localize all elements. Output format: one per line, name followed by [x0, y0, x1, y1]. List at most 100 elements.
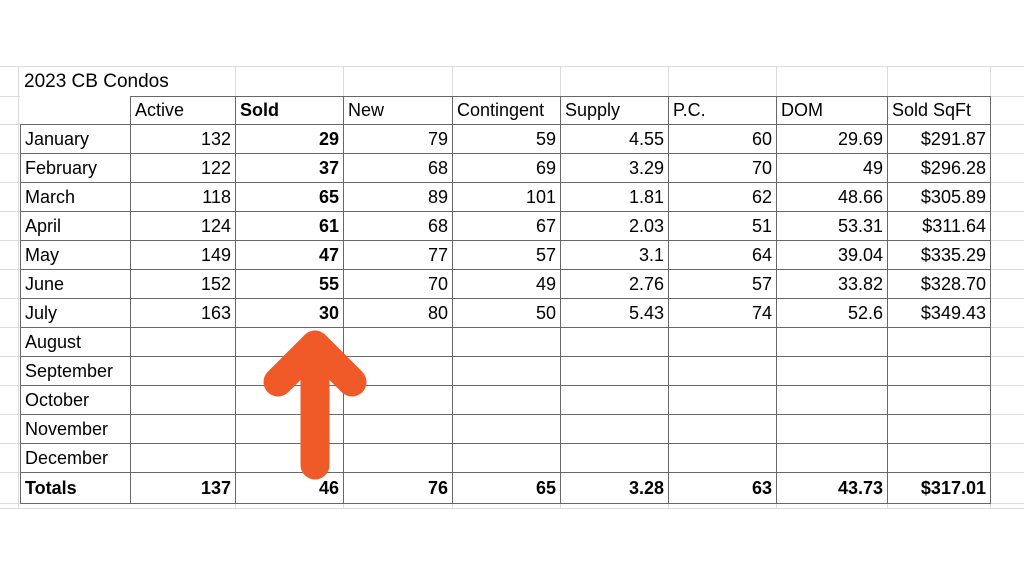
column-header-active[interactable]: Active — [130, 96, 236, 125]
cell-month[interactable]: April — [20, 211, 131, 241]
cell-value[interactable]: 43.73 — [776, 472, 888, 504]
cell-value[interactable]: 70 — [343, 269, 453, 299]
cell-value[interactable]: 69 — [452, 153, 561, 183]
cell-value[interactable] — [343, 327, 453, 357]
cell-value[interactable]: 61 — [235, 211, 344, 241]
cell-month[interactable]: May — [20, 240, 131, 270]
cell-value[interactable] — [776, 356, 888, 386]
cell-value[interactable] — [560, 385, 669, 415]
cell-month[interactable]: June — [20, 269, 131, 299]
cell-value[interactable]: $291.87 — [887, 124, 991, 154]
cell-value[interactable]: 77 — [343, 240, 453, 270]
cell-value[interactable] — [887, 443, 991, 473]
cell-month[interactable]: January — [20, 124, 131, 154]
cell-value[interactable] — [343, 414, 453, 444]
cell-month[interactable]: August — [20, 327, 131, 357]
cell-value[interactable]: 65 — [235, 182, 344, 212]
cell-value[interactable] — [235, 414, 344, 444]
cell-month[interactable]: July — [20, 298, 131, 328]
cell-value[interactable]: 53.31 — [776, 211, 888, 241]
cell-value[interactable] — [887, 356, 991, 386]
column-header-blank[interactable] — [20, 96, 131, 125]
cell-value[interactable]: 37 — [235, 153, 344, 183]
cell-value[interactable]: 76 — [343, 472, 453, 504]
cell-value[interactable]: 4.55 — [560, 124, 669, 154]
cell-value[interactable]: 124 — [130, 211, 236, 241]
cell-value[interactable] — [343, 356, 453, 386]
column-header-sold-sqft[interactable]: Sold SqFt — [887, 96, 991, 125]
cell-value[interactable] — [668, 385, 777, 415]
cell-value[interactable]: 68 — [343, 153, 453, 183]
cell-month[interactable]: February — [20, 153, 131, 183]
cell-value[interactable]: 47 — [235, 240, 344, 270]
cell-value[interactable] — [776, 414, 888, 444]
cell-value[interactable] — [235, 443, 344, 473]
cell-value[interactable] — [560, 443, 669, 473]
cell-value[interactable] — [452, 356, 561, 386]
cell-value[interactable]: 60 — [668, 124, 777, 154]
cell-value[interactable] — [130, 414, 236, 444]
cell-value[interactable] — [776, 385, 888, 415]
cell-value[interactable]: 101 — [452, 182, 561, 212]
cell-value[interactable]: 70 — [668, 153, 777, 183]
cell-value[interactable] — [452, 327, 561, 357]
cell-value[interactable] — [668, 356, 777, 386]
cell-value[interactable]: 39.04 — [776, 240, 888, 270]
cell-value[interactable] — [560, 414, 669, 444]
cell-value[interactable] — [452, 443, 561, 473]
cell-value[interactable]: 67 — [452, 211, 561, 241]
cell-month[interactable]: October — [20, 385, 131, 415]
cell-value[interactable]: 2.03 — [560, 211, 669, 241]
cell-month[interactable]: September — [20, 356, 131, 386]
cell-value[interactable]: 50 — [452, 298, 561, 328]
cell-value[interactable]: 1.81 — [560, 182, 669, 212]
cell-value[interactable]: $335.29 — [887, 240, 991, 270]
cell-value[interactable] — [235, 327, 344, 357]
cell-value[interactable] — [887, 414, 991, 444]
column-header-supply[interactable]: Supply — [560, 96, 669, 125]
cell-value[interactable]: $349.43 — [887, 298, 991, 328]
cell-value[interactable]: 3.29 — [560, 153, 669, 183]
cell-value[interactable]: 132 — [130, 124, 236, 154]
column-header-pc[interactable]: P.C. — [668, 96, 777, 125]
cell-value[interactable] — [668, 327, 777, 357]
cell-value[interactable] — [887, 385, 991, 415]
cell-value[interactable]: 30 — [235, 298, 344, 328]
cell-value[interactable]: 163 — [130, 298, 236, 328]
cell-value[interactable] — [776, 327, 888, 357]
sheet-title[interactable]: 2023 CB Condos — [24, 71, 169, 92]
cell-value[interactable]: 29 — [235, 124, 344, 154]
cell-value[interactable] — [668, 443, 777, 473]
cell-value[interactable] — [235, 385, 344, 415]
cell-month[interactable]: November — [20, 414, 131, 444]
cell-value[interactable]: 137 — [130, 472, 236, 504]
cell-value[interactable]: 55 — [235, 269, 344, 299]
cell-value[interactable]: 48.66 — [776, 182, 888, 212]
cell-value[interactable] — [343, 385, 453, 415]
cell-value[interactable]: 49 — [452, 269, 561, 299]
column-header-sold[interactable]: Sold — [235, 96, 344, 125]
cell-value[interactable] — [560, 356, 669, 386]
cell-value[interactable] — [130, 327, 236, 357]
cell-value[interactable]: $328.70 — [887, 269, 991, 299]
column-header-dom[interactable]: DOM — [776, 96, 888, 125]
cell-value[interactable]: 64 — [668, 240, 777, 270]
cell-value[interactable] — [235, 356, 344, 386]
cell-value[interactable]: 79 — [343, 124, 453, 154]
cell-value[interactable]: 29.69 — [776, 124, 888, 154]
cell-value[interactable]: 2.76 — [560, 269, 669, 299]
cell-value[interactable] — [130, 443, 236, 473]
cell-value[interactable]: 63 — [668, 472, 777, 504]
cell-value[interactable] — [887, 327, 991, 357]
cell-value[interactable] — [776, 443, 888, 473]
cell-value[interactable]: 33.82 — [776, 269, 888, 299]
cell-value[interactable]: 46 — [235, 472, 344, 504]
cell-value[interactable] — [452, 385, 561, 415]
cell-value[interactable]: 89 — [343, 182, 453, 212]
cell-value[interactable]: 57 — [452, 240, 561, 270]
cell-value[interactable] — [668, 414, 777, 444]
cell-value[interactable]: 5.43 — [560, 298, 669, 328]
cell-value[interactable] — [130, 385, 236, 415]
cell-value[interactable]: $317.01 — [887, 472, 991, 504]
cell-value[interactable] — [452, 414, 561, 444]
